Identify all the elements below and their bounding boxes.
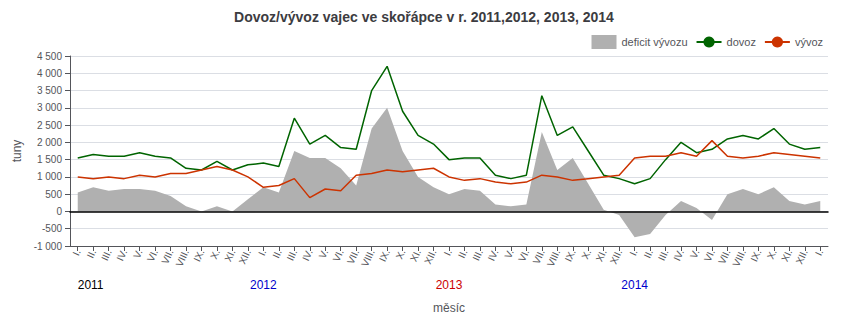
svg-text:X.: X.	[765, 248, 779, 261]
svg-text:IX.: IX.	[748, 248, 763, 264]
svg-text:VII.: VII.	[159, 247, 176, 266]
svg-text:vývoz: vývoz	[795, 36, 823, 48]
svg-text:II.: II.	[456, 248, 469, 260]
svg-text:I.: I.	[442, 248, 454, 258]
svg-text:2 000: 2 000	[37, 137, 62, 148]
svg-text:III.: III.	[285, 248, 300, 263]
svg-text:X.: X.	[208, 248, 222, 261]
svg-text:IX.: IX.	[377, 248, 392, 264]
svg-text:Dovoz/vývoz vajec ve skořápce: Dovoz/vývoz vajec ve skořápce v r. 2011,…	[234, 9, 614, 25]
svg-text:4 000: 4 000	[37, 68, 62, 79]
svg-text:V.: V.	[688, 248, 702, 260]
svg-text:VIII.: VIII.	[359, 248, 376, 269]
svg-text:I.: I.	[627, 248, 639, 258]
svg-text:2011: 2011	[78, 278, 104, 292]
svg-text:V.: V.	[317, 248, 331, 260]
svg-text:2014: 2014	[621, 278, 648, 292]
svg-text:III.: III.	[656, 248, 671, 263]
svg-text:1 000: 1 000	[37, 171, 62, 182]
svg-text:XI.: XI.	[779, 248, 794, 264]
svg-text:V.: V.	[502, 248, 516, 260]
svg-text:X.: X.	[579, 248, 593, 261]
svg-text:I.: I.	[256, 248, 268, 258]
svg-text:XII.: XII.	[237, 248, 253, 266]
svg-text:VII.: VII.	[530, 247, 547, 266]
svg-text:IX.: IX.	[563, 248, 578, 264]
svg-text:XII.: XII.	[793, 248, 809, 266]
svg-text:III.: III.	[470, 248, 485, 263]
svg-text:II.: II.	[642, 248, 655, 260]
svg-text:X.: X.	[394, 248, 408, 261]
svg-text:VII.: VII.	[344, 247, 362, 266]
svg-text:V.: V.	[131, 248, 145, 260]
svg-text:tuny: tuny	[10, 140, 24, 163]
svg-text:2012: 2012	[250, 278, 277, 292]
svg-text:VI.: VI.	[331, 248, 346, 264]
svg-text:III.: III.	[99, 248, 114, 263]
svg-text:4 500: 4 500	[37, 51, 62, 62]
svg-text:deficit vývozu: deficit vývozu	[622, 36, 688, 48]
svg-text:VII.: VII.	[716, 247, 733, 266]
svg-text:500: 500	[45, 189, 62, 200]
svg-text:0: 0	[56, 206, 62, 217]
svg-text:1 500: 1 500	[37, 154, 62, 165]
svg-text:3 000: 3 000	[37, 102, 62, 113]
svg-text:IV.: IV.	[486, 248, 501, 263]
svg-text:XI.: XI.	[594, 248, 609, 264]
svg-text:VIII.: VIII.	[174, 248, 191, 269]
svg-text:3 500: 3 500	[37, 85, 62, 96]
svg-text:IV.: IV.	[114, 248, 129, 263]
svg-text:XII.: XII.	[608, 248, 624, 266]
svg-text:VIII.: VIII.	[545, 248, 562, 269]
svg-text:měsíc: měsíc	[433, 301, 465, 315]
svg-text:VI.: VI.	[702, 248, 717, 264]
svg-text:IV.: IV.	[300, 248, 315, 263]
svg-text:-1 000: -1 000	[34, 241, 63, 252]
svg-text:2013: 2013	[436, 278, 463, 292]
svg-text:II.: II.	[270, 248, 283, 260]
svg-text:VI.: VI.	[516, 248, 531, 264]
svg-text:XI.: XI.	[222, 248, 237, 264]
svg-text:VI.: VI.	[145, 248, 160, 264]
svg-text:-500: -500	[42, 223, 62, 234]
svg-text:dovoz: dovoz	[727, 36, 756, 48]
svg-text:XII.: XII.	[422, 248, 438, 266]
svg-text:I.: I.	[813, 248, 825, 258]
svg-text:IX.: IX.	[191, 248, 206, 264]
svg-text:IV.: IV.	[671, 248, 686, 263]
svg-text:2 500: 2 500	[37, 120, 62, 131]
svg-text:II.: II.	[85, 248, 98, 260]
svg-text:VIII.: VIII.	[730, 248, 747, 269]
svg-text:I.: I.	[70, 248, 82, 258]
svg-text:XI.: XI.	[408, 248, 423, 264]
